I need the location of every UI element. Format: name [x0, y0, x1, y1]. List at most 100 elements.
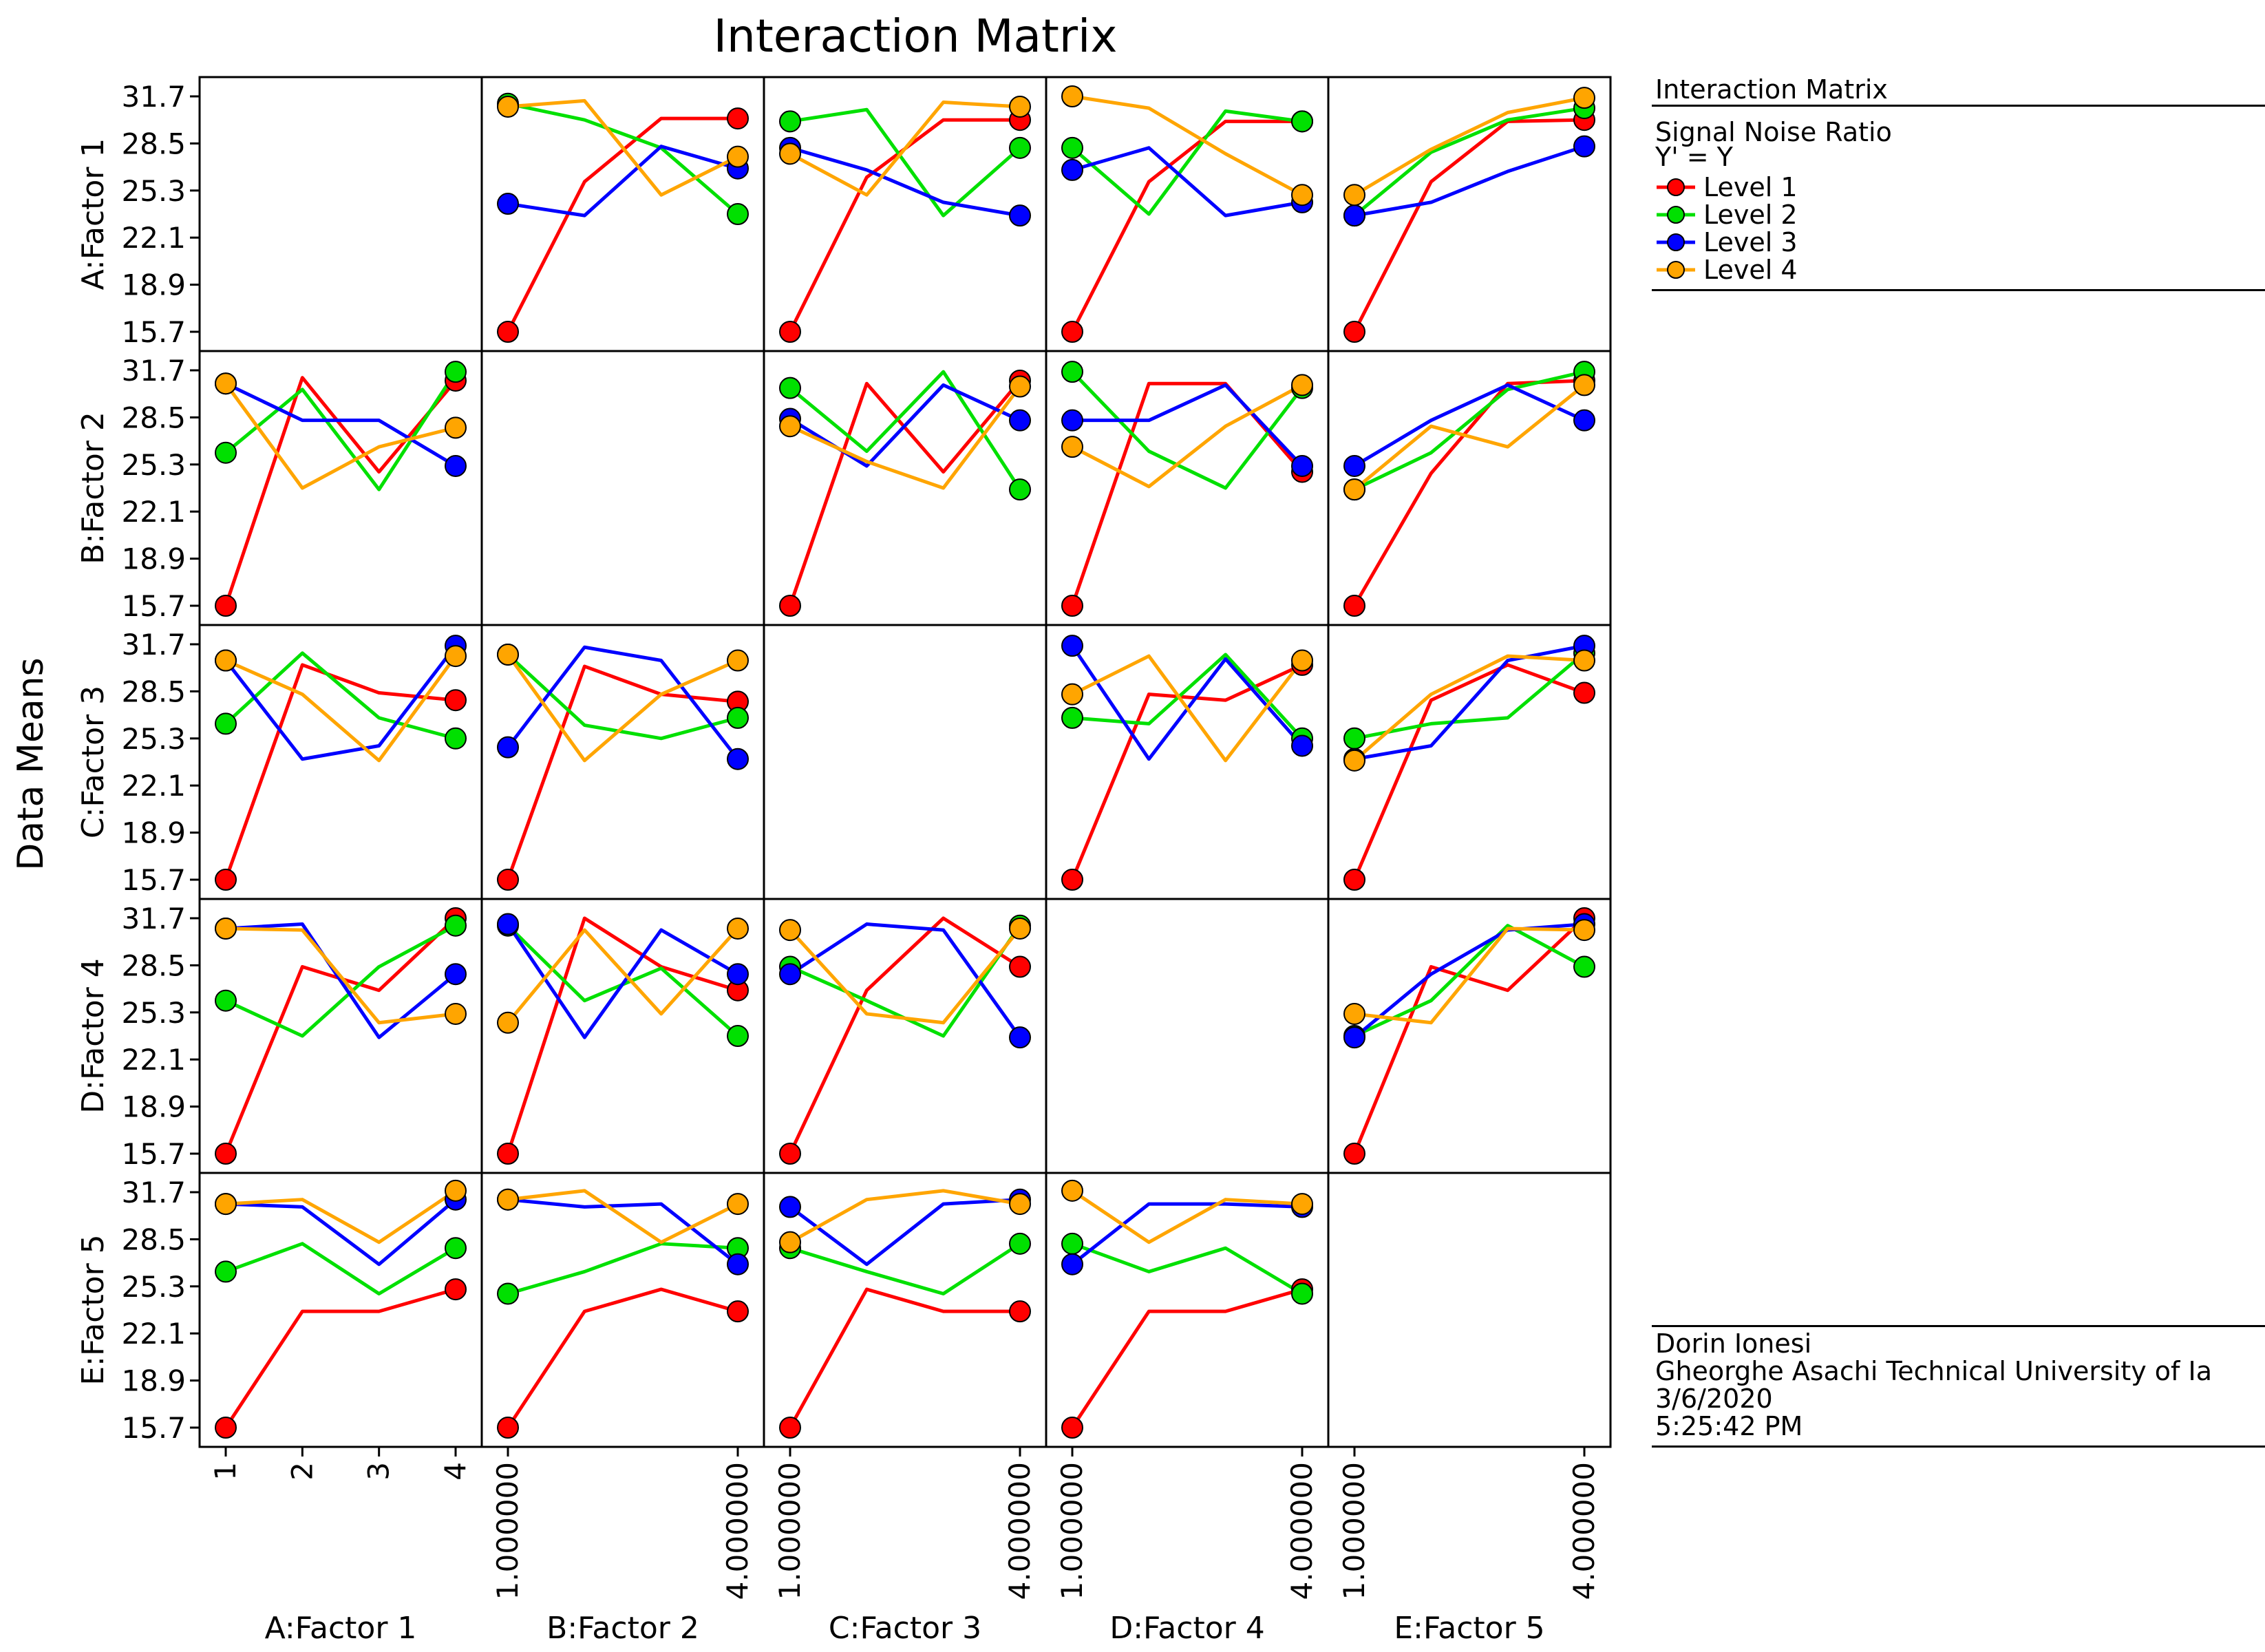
- series-line-level-3: [1072, 383, 1304, 467]
- data-point-level-2: [445, 361, 467, 383]
- series-line-level-4: [225, 1189, 457, 1245]
- data-point-level-2: [727, 203, 749, 225]
- y-tick-label: 22.1: [121, 495, 186, 529]
- y-tick-label: 25.3: [121, 448, 186, 482]
- series-line-level-2: [224, 651, 456, 741]
- footer-divider-bottom: [1652, 1446, 2265, 1448]
- data-point-level-1: [445, 689, 467, 712]
- series-line-level-4: [225, 926, 456, 1025]
- series-line-level-1: [1070, 1287, 1303, 1429]
- series-line-level-3: [507, 1198, 739, 1266]
- data-point-level-3: [1343, 454, 1365, 477]
- series-line-level-2: [224, 924, 457, 1038]
- series-line-level-1: [224, 376, 457, 606]
- data-point-level-1: [215, 869, 237, 891]
- series-line-level-1: [506, 1287, 738, 1429]
- data-point-level-3: [445, 963, 467, 986]
- panel-2-0: [215, 635, 467, 891]
- data-point-level-4: [445, 645, 467, 668]
- data-point-level-4: [1291, 184, 1313, 206]
- panel-3-4: [1343, 907, 1595, 1165]
- data-point-level-4: [215, 649, 237, 672]
- series-line-level-2: [224, 370, 458, 491]
- series-line-level-2: [1071, 109, 1303, 216]
- y-tick-label: 28.5: [121, 675, 186, 708]
- panel-0-3: [1061, 85, 1313, 343]
- data-point-level-1: [215, 1143, 237, 1165]
- y-tick-label: 15.7: [121, 1411, 186, 1445]
- series-line-level-3: [789, 1198, 1021, 1267]
- matrix-cell-0-0: [198, 76, 483, 352]
- series-line-level-4: [1354, 926, 1585, 1025]
- row-factor-label: B:Factor 2: [76, 412, 111, 564]
- data-point-level-1: [1343, 321, 1365, 343]
- series-line-level-1: [506, 664, 738, 880]
- series-line-level-4: [1353, 654, 1585, 762]
- data-point-level-2: [445, 1237, 467, 1260]
- matrix-cell-3-0: [198, 898, 483, 1174]
- data-point-level-2: [215, 712, 237, 735]
- series-line-level-2: [507, 102, 739, 215]
- series-line-level-4: [1071, 654, 1304, 763]
- x-tick-label: 4.000000: [1285, 1462, 1319, 1600]
- panel-4-1: [497, 1188, 749, 1439]
- series-line-level-4: [507, 927, 739, 1024]
- data-point-level-3: [497, 736, 519, 759]
- legend-label-level-1: Level 1: [1703, 172, 1798, 202]
- y-tick-label: 22.1: [121, 769, 186, 803]
- data-point-level-4: [1343, 184, 1365, 206]
- data-point-level-1: [497, 869, 519, 891]
- data-point-level-2: [497, 1282, 519, 1305]
- series-line-level-2: [225, 1242, 457, 1295]
- matrix-grid: 31.7 28.5 25.3 22.1 18.9 15.7 A:Factor 1 31.7 28…: [76, 76, 1612, 1646]
- series-line-level-2: [507, 1242, 738, 1295]
- matrix-cell-3-3: [1045, 898, 1330, 1174]
- panel-4-3: [1061, 1179, 1313, 1439]
- column-factor-label: E:Factor 5: [1394, 1611, 1544, 1646]
- data-point-level-3: [497, 193, 519, 215]
- panel-3-0: [215, 907, 467, 1165]
- data-point-level-4: [497, 643, 519, 666]
- data-point-level-4: [1009, 917, 1031, 940]
- series-line-level-3: [224, 644, 457, 761]
- data-point-level-2: [779, 377, 801, 399]
- data-point-level-2: [1291, 1282, 1313, 1305]
- panel-1-4: [1343, 361, 1595, 617]
- footer-institution: Gheorghe Asachi Technical University of …: [1655, 1356, 2213, 1386]
- data-point-level-4: [497, 95, 519, 118]
- y-tick-label: 15.7: [121, 1137, 186, 1171]
- y-tick-label: 25.3: [121, 722, 186, 756]
- data-point-level-2: [445, 727, 467, 750]
- data-point-level-3: [727, 963, 749, 986]
- matrix-cell-3-4: [1327, 898, 1612, 1174]
- legend-swatch-level-1: [1657, 178, 1695, 196]
- series-line-level-3: [1071, 1202, 1303, 1266]
- data-point-level-4: [1343, 478, 1365, 501]
- data-point-level-4: [727, 145, 749, 168]
- y-tick-label: 31.7: [121, 354, 186, 388]
- series-line-level-3: [789, 922, 1022, 1039]
- data-point-level-3: [1061, 409, 1083, 432]
- panel-4-2: [779, 1188, 1031, 1439]
- data-point-level-2: [779, 110, 801, 133]
- series-line-level-3: [1354, 644, 1585, 761]
- data-point-level-4: [1009, 95, 1031, 118]
- data-point-level-1: [1009, 1300, 1031, 1323]
- data-point-level-3: [1061, 1253, 1083, 1275]
- legend-swatch-level-4: [1657, 261, 1695, 279]
- x-tick-label: 1.000000: [1337, 1462, 1371, 1600]
- series-line-level-1: [1352, 663, 1585, 880]
- legend-transform: Y' = Y: [1655, 142, 1733, 172]
- matrix-cell-3-2: [763, 898, 1048, 1174]
- matrix-cell-4-4: [1327, 1172, 1612, 1448]
- series-line-level-4: [789, 100, 1021, 197]
- data-point-level-3: [1343, 1026, 1365, 1049]
- data-point-level-2: [215, 989, 237, 1012]
- legend-swatch-level-3: [1657, 233, 1695, 251]
- panel-4-0: [215, 1179, 467, 1439]
- data-point-level-2: [727, 1025, 749, 1047]
- series-line-level-3: [224, 381, 457, 468]
- data-point-level-3: [1009, 1026, 1031, 1049]
- x-tick-label: 2: [285, 1462, 319, 1481]
- data-point-level-1: [215, 1417, 237, 1439]
